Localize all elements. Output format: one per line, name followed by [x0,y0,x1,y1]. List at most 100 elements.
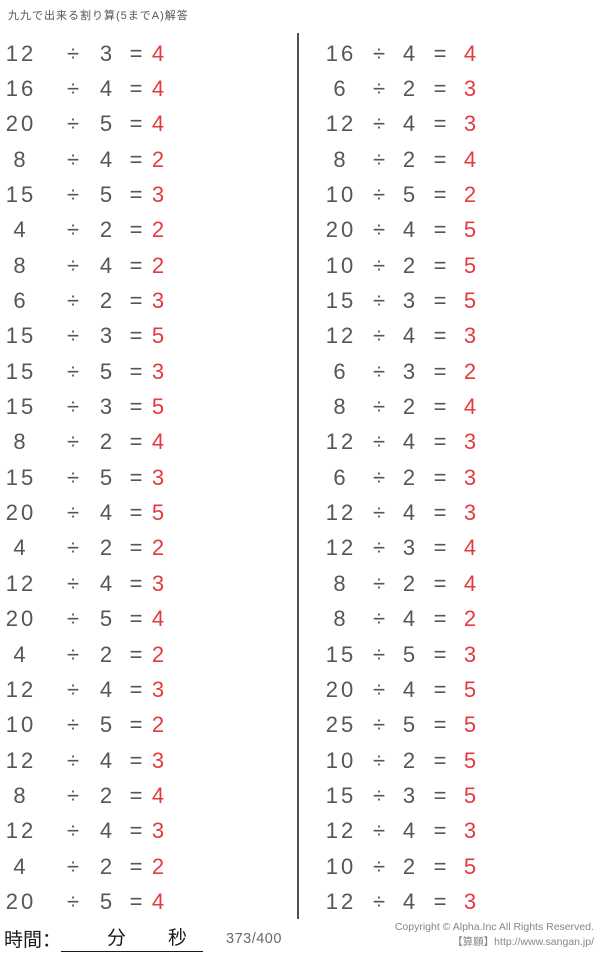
answer: 5 [463,252,477,278]
divide-sign: ÷ [372,217,386,243]
answer: 2 [151,712,165,738]
answer: 2 [463,606,477,632]
divide-sign: ÷ [372,818,386,844]
divisor: 4 [402,500,416,526]
divisor: 2 [402,853,416,879]
divisor: 4 [99,500,113,526]
divisor: 2 [99,782,113,808]
equals-sign: = [129,394,143,420]
problem-row: 15 ÷ 5 = 3 [300,637,597,672]
dividend: 6 [13,288,29,314]
answer: 3 [463,464,477,490]
dividend: 6 [333,76,349,102]
problem-row: 10 ÷ 2 = 5 [300,743,597,778]
dividend: 4 [13,535,29,561]
divisor: 5 [99,111,113,137]
dividend: 4 [13,641,29,667]
problem-row: 8 ÷ 2 = 4 [0,425,297,460]
answer: 3 [151,358,165,384]
equals-sign: = [129,76,143,102]
answer: 3 [463,429,477,455]
equals-sign: = [129,111,143,137]
answer: 5 [151,394,165,420]
divide-sign: ÷ [66,606,80,632]
divide-sign: ÷ [372,111,386,137]
answer: 3 [151,747,165,773]
copyright-line: Copyright © Alpha.Inc All Rights Reserve… [394,921,594,933]
equals-sign: = [433,76,447,102]
equals-sign: = [433,818,447,844]
divisor: 5 [99,606,113,632]
problem-row: 20 ÷ 5 = 4 [0,884,297,919]
divisor: 3 [402,535,416,561]
divisor: 4 [402,676,416,702]
problems-column-left: 12 ÷ 3 = 4 16 ÷ 4 = 4 20 ÷ 5 = 4 8 ÷ 4 =… [0,36,297,920]
equals-sign: = [129,429,143,455]
divisor: 4 [402,606,416,632]
equals-sign: = [129,40,143,66]
problem-row: 8 ÷ 2 = 4 [0,778,297,813]
divide-sign: ÷ [66,500,80,526]
answer: 2 [151,535,165,561]
answer: 3 [463,76,477,102]
dividend: 20 [5,606,37,632]
divide-sign: ÷ [66,464,80,490]
divisor: 4 [402,217,416,243]
problem-row: 12 ÷ 4 = 3 [300,495,597,530]
equals-sign: = [433,182,447,208]
answer: 3 [151,182,165,208]
equals-sign: = [129,641,143,667]
divisor: 2 [99,535,113,561]
dividend: 20 [325,217,357,243]
divide-sign: ÷ [372,535,386,561]
answer: 4 [463,40,477,66]
dividend: 15 [5,323,37,349]
divide-sign: ÷ [372,641,386,667]
problem-row: 20 ÷ 4 = 5 [0,495,297,530]
dividend: 20 [325,676,357,702]
equals-sign: = [129,146,143,172]
equals-sign: = [129,323,143,349]
divisor: 4 [99,818,113,844]
divide-sign: ÷ [66,217,80,243]
divide-sign: ÷ [372,570,386,596]
equals-sign: = [433,535,447,561]
dividend: 8 [333,394,349,420]
trailing-blank [187,943,203,944]
dividend: 15 [325,782,357,808]
minutes-label: 分 [107,928,127,949]
equals-sign: = [129,464,143,490]
divisor: 5 [402,641,416,667]
divide-sign: ÷ [66,429,80,455]
equals-sign: = [129,535,143,561]
divisor: 2 [402,570,416,596]
problem-row: 4 ÷ 2 = 2 [0,637,297,672]
dividend: 10 [5,712,37,738]
problem-row: 15 ÷ 3 = 5 [0,389,297,424]
divisor: 2 [402,146,416,172]
divide-sign: ÷ [372,606,386,632]
equals-sign: = [433,712,447,738]
divide-sign: ÷ [372,288,386,314]
dividend: 25 [325,712,357,738]
divisor: 5 [99,182,113,208]
divisor: 3 [99,40,113,66]
divisor: 3 [99,323,113,349]
answer: 5 [463,288,477,314]
answer: 4 [151,111,165,137]
equals-sign: = [129,358,143,384]
answer: 3 [463,500,477,526]
dividend: 12 [5,747,37,773]
answer: 5 [151,500,165,526]
equals-sign: = [433,111,447,137]
equals-sign: = [129,606,143,632]
dividend: 12 [325,111,357,137]
divisor: 5 [99,358,113,384]
dividend: 12 [325,888,357,914]
divisor: 4 [99,570,113,596]
equals-sign: = [129,288,143,314]
dividend: 10 [325,252,357,278]
dividend: 8 [333,606,349,632]
dividend: 16 [325,40,357,66]
